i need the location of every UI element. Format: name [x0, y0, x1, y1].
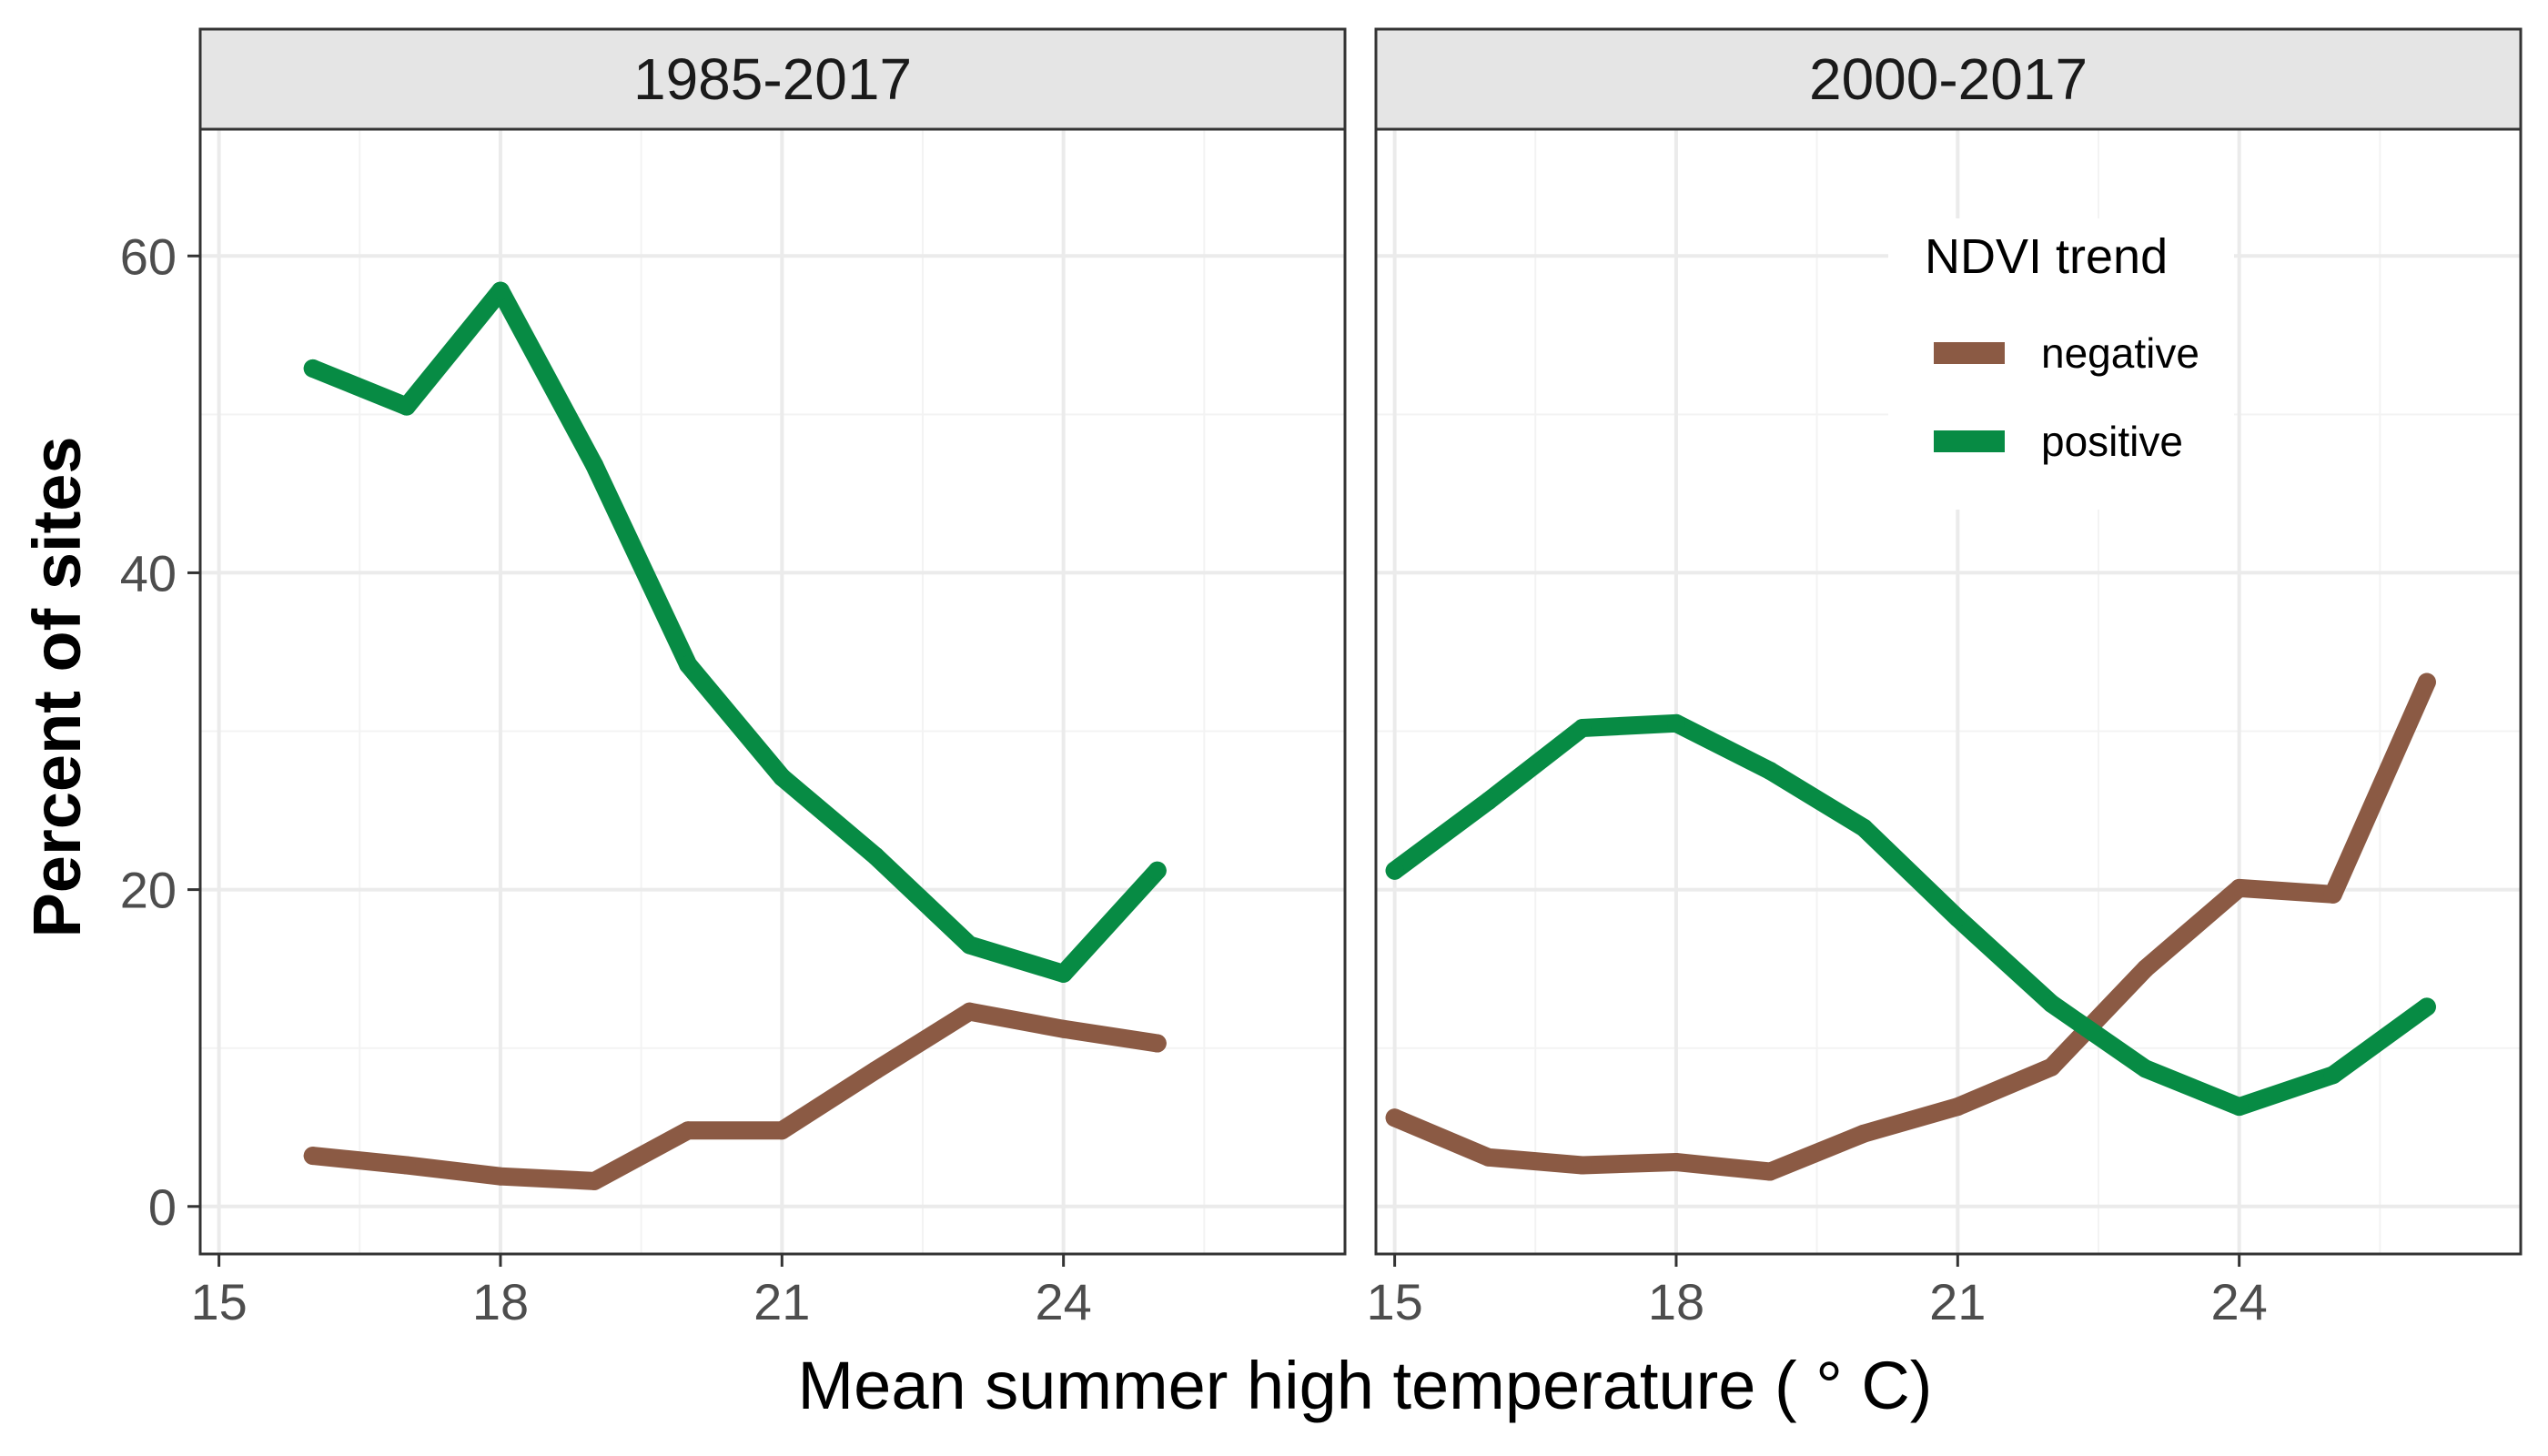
data-point-positive — [1572, 719, 1592, 738]
data-point-positive — [2042, 994, 2061, 1013]
series-line-positive — [1385, 713, 2436, 1117]
panel-1: 1985-2017 15 18 21 24 0 20 40 60 — [120, 27, 1347, 1330]
panel-background — [200, 129, 1345, 1254]
data-point-negative — [1948, 1097, 1967, 1117]
series-line-negative — [1385, 672, 2436, 1181]
facet-strip-title: 2000-2017 — [1809, 46, 2088, 112]
data-point-negative — [490, 1167, 510, 1186]
data-point-positive — [679, 655, 698, 674]
facet-strip — [198, 27, 1347, 131]
data-point-positive — [1855, 818, 1874, 837]
data-point-positive — [2136, 1059, 2155, 1078]
data-point-negative — [1761, 1162, 1780, 1181]
data-point-negative — [2417, 672, 2436, 692]
data-point-positive — [960, 935, 979, 955]
data-point-negative — [866, 1061, 885, 1080]
data-point-negative — [1666, 1153, 1685, 1172]
legend: NDVI trend negative positive — [1888, 218, 2234, 510]
data-point-positive — [773, 768, 792, 787]
data-point-positive — [2230, 1097, 2249, 1117]
data-point-positive — [1385, 861, 1404, 880]
data-point-negative — [1855, 1124, 1874, 1143]
data-point-negative — [2136, 959, 2155, 978]
legend-label-positive: positive — [2041, 418, 2183, 465]
data-point-positive — [1666, 713, 1685, 733]
x-tick-label: 18 — [472, 1273, 529, 1330]
data-point-positive — [1761, 762, 1780, 781]
data-point-negative — [773, 1121, 792, 1140]
facet-strip-title: 1985-2017 — [633, 46, 912, 112]
data-point-negative — [1385, 1108, 1404, 1127]
data-point-positive — [1948, 908, 1967, 927]
data-point-negative — [2230, 878, 2249, 897]
data-point-negative — [679, 1121, 698, 1140]
data-point-positive — [490, 281, 510, 300]
x-tick-label: 15 — [1366, 1273, 1422, 1330]
data-point-negative — [2323, 885, 2342, 904]
data-point-positive — [2323, 1066, 2342, 1085]
data-point-positive — [1479, 792, 1498, 811]
data-point-negative — [2042, 1057, 2061, 1077]
data-point-positive — [1148, 861, 1167, 880]
y-tick-label: 20 — [120, 862, 177, 919]
data-point-negative — [1148, 1034, 1167, 1053]
data-point-negative — [1572, 1156, 1592, 1175]
x-tick-label: 15 — [190, 1273, 247, 1330]
x-tick-label: 21 — [753, 1273, 810, 1330]
data-point-negative — [960, 1002, 979, 1021]
x-axis-title: Mean summer high temperature ( ° C) — [798, 1348, 1933, 1423]
facet-strip — [1374, 27, 2523, 131]
data-point-negative — [1054, 1019, 1073, 1038]
legend-title: NDVI trend — [1925, 229, 2168, 284]
y-tick-label: 0 — [148, 1178, 177, 1236]
data-point-positive — [303, 359, 322, 378]
x-tick-label: 21 — [1929, 1273, 1986, 1330]
x-tick-label: 24 — [2211, 1273, 2268, 1330]
y-tick-label: 60 — [120, 228, 177, 285]
data-point-negative — [1479, 1148, 1498, 1167]
data-point-positive — [1054, 964, 1073, 983]
data-point-negative — [397, 1156, 416, 1175]
data-point-positive — [585, 456, 604, 475]
data-point-positive — [397, 397, 416, 416]
x-tick-label: 24 — [1036, 1273, 1092, 1330]
data-point-positive — [2417, 997, 2436, 1016]
y-axis-title: Percent of sites — [19, 436, 95, 937]
series-line-positive — [303, 281, 1167, 983]
x-tick-label: 18 — [1648, 1273, 1704, 1330]
series-line-negative — [303, 1002, 1167, 1190]
data-point-negative — [585, 1171, 604, 1190]
y-tick-label: 40 — [120, 544, 177, 602]
data-point-negative — [303, 1147, 322, 1166]
data-point-positive — [866, 847, 885, 866]
legend-label-negative: negative — [2041, 329, 2199, 377]
